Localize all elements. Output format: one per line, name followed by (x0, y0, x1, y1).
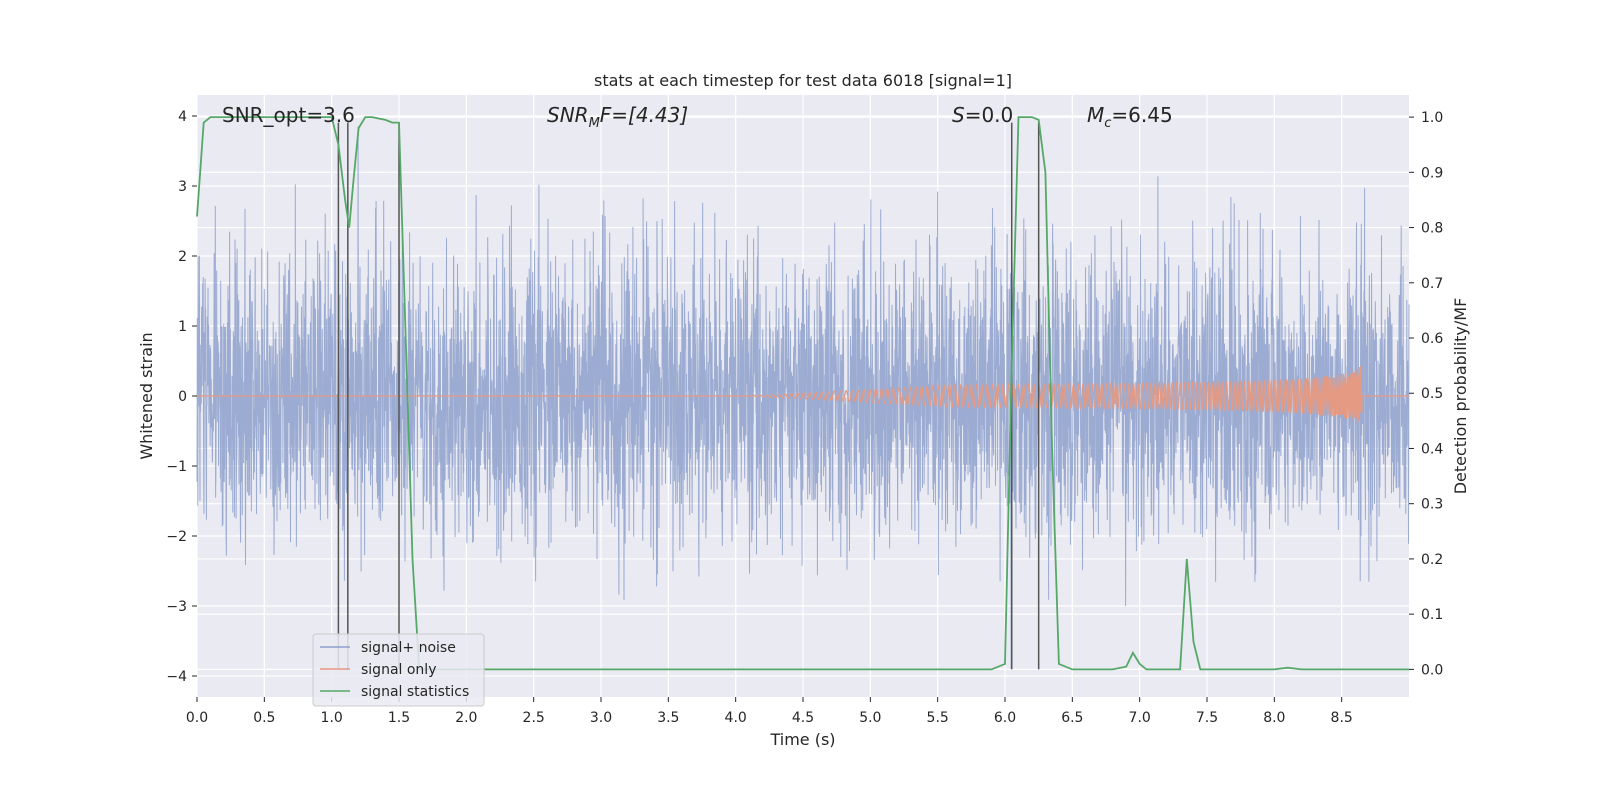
x-tick-label: 6.5 (1061, 710, 1083, 726)
x-tick-label: 8.5 (1331, 710, 1353, 726)
y-right-tick-label: 0.4 (1421, 441, 1443, 457)
x-tick-label: 4.5 (792, 710, 814, 726)
y-right-tick-label: 0.7 (1421, 276, 1443, 292)
y-right-tick-label: 0.3 (1421, 497, 1443, 513)
x-tick-label: 5.0 (859, 710, 881, 726)
legend-label-signal-statistics: signal statistics (361, 684, 469, 700)
y-tick-label: 3 (178, 179, 187, 195)
annotation-s: S=0.0 (952, 103, 1013, 127)
y-tick-label: 2 (178, 249, 187, 265)
x-tick-label: 3.0 (590, 710, 612, 726)
x-axis-label: Time (s) (769, 730, 835, 749)
legend-label-signal-noise: signal+ noise (361, 640, 456, 656)
y-tick-labels: 4 3 2 1 0 −1 −2 −3 −4 (166, 109, 197, 685)
y-right-tick-label: 0.5 (1421, 386, 1443, 402)
legend-box (312, 633, 485, 707)
y-tick-label: −4 (166, 669, 187, 685)
y-tick-label: −2 (166, 529, 187, 545)
x-tick-label: 0.5 (253, 710, 275, 726)
chart-title: stats at each timestep for test data 601… (594, 71, 1012, 90)
statistics-line (196, 116, 1409, 671)
annotation-mc: Mc=6.45 (1087, 103, 1173, 131)
y-right-tick-labels: 1.0 0.9 0.8 0.7 0.6 0.5 0.4 0.3 0.2 0.1 0.0 (1409, 110, 1443, 678)
x-tick-label: 8.0 (1263, 710, 1285, 726)
x-tick-label: 1.0 (321, 710, 343, 726)
y-right-tick-label: 0.1 (1421, 607, 1443, 623)
y-tick-label: −1 (166, 459, 187, 475)
x-tick-label: 4.0 (725, 710, 747, 726)
x-tick-label: 2.0 (455, 710, 477, 726)
series-signal-statistics (196, 116, 1409, 671)
x-tick-label: 3.5 (657, 710, 679, 726)
y-axis-label: Whitened strain (137, 332, 156, 459)
y-right-tick-label: 0.8 (1421, 221, 1443, 237)
x-tick-label: 6.0 (994, 710, 1016, 726)
x-tick-label: 7.5 (1196, 710, 1218, 726)
y-right-axis-label: Detection probability/MF (1451, 298, 1470, 495)
y-tick-label: −3 (166, 599, 187, 615)
y-right-tick-label: 0.6 (1421, 331, 1443, 347)
x-tick-labels: 0.0 0.5 1.0 1.5 2.0 2.5 3.0 3.5 4.0 4.5 5.0 5.5 6.0 6… (186, 697, 1353, 726)
annotation-snr-opt: SNR_opt=3.6 (222, 103, 355, 127)
y-right-tick-label: 0.9 (1421, 165, 1443, 181)
x-tick-label: 2.5 (523, 710, 545, 726)
y-right-tick-label: 0.2 (1421, 552, 1443, 568)
y-tick-label: 4 (178, 109, 187, 125)
y-tick-label: 1 (178, 319, 187, 335)
x-tick-label: 0.0 (186, 710, 208, 726)
y-right-tick-label: 0.0 (1421, 662, 1443, 678)
x-tick-label: 5.5 (927, 710, 949, 726)
legend-label-signal-only: signal only (361, 662, 436, 678)
x-tick-label: 7.0 (1129, 710, 1151, 726)
x-tick-label: 1.5 (388, 710, 410, 726)
y-tick-label: 0 (178, 389, 187, 405)
annotation-snr-mf: SNRMF=[4.43] (547, 103, 688, 131)
y-right-tick-label: 1.0 (1421, 110, 1443, 126)
legend: signal+ noise signal only signal statist… (312, 633, 485, 707)
